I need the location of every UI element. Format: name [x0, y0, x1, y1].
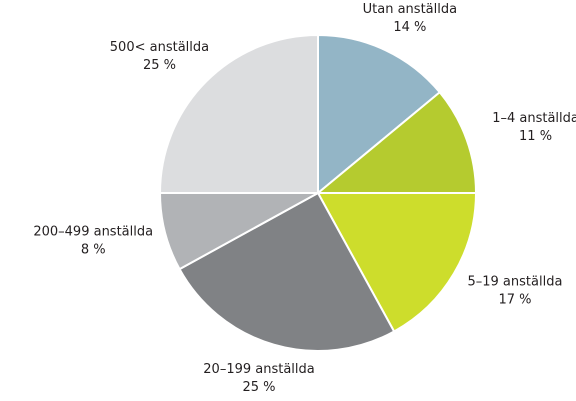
- slice-label: 200–499 anställda: [33, 224, 153, 239]
- slice-label: 5–19 anställda: [467, 275, 562, 290]
- slice-value-label: 14 %: [393, 20, 426, 35]
- slice-label: 1–4 anställda: [492, 111, 576, 126]
- pie-slice: [315, 90, 478, 194]
- slice-label: Utan anställda: [363, 2, 457, 17]
- pie-slice: [316, 192, 478, 333]
- slice-value-label: 25 %: [243, 380, 276, 395]
- pie-slice: [158, 33, 319, 194]
- pie-slice: [317, 33, 442, 196]
- slice-label: 500< anställda: [110, 40, 209, 55]
- slice-value-label: 17 %: [498, 293, 531, 308]
- slice-value-label: 25 %: [143, 58, 176, 73]
- slice-value-label: 11 %: [519, 129, 552, 144]
- slice-label: 20–199 anställda: [203, 362, 314, 377]
- pie-slice: [178, 191, 396, 352]
- slice-value-label: 8 %: [81, 242, 106, 257]
